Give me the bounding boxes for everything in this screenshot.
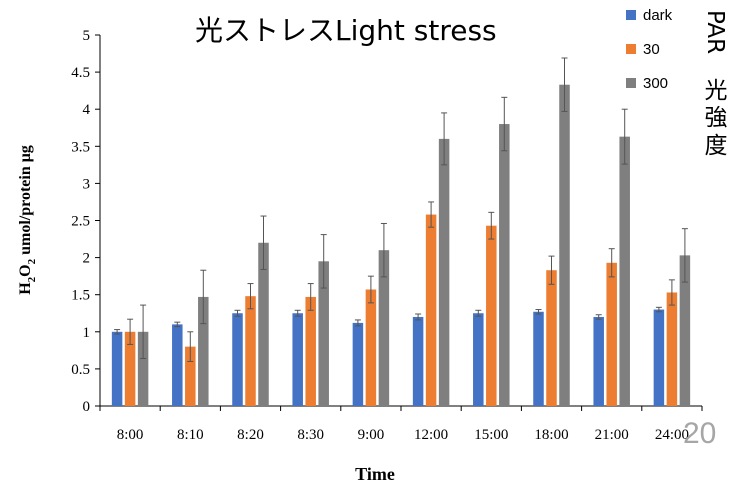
x-axis: 8:00 8:10 8:20 8:30 9:00 12:00 15:00 18:00 21:00… [99, 405, 703, 443]
x-tick-label: 8:20 [237, 427, 264, 443]
bar-dark [533, 311, 544, 406]
error-bars [114, 57, 688, 362]
x-tick-label: 12:00 [414, 427, 448, 443]
legend-label-300: 300 [643, 75, 668, 92]
y-label-o: O [17, 264, 34, 276]
bar-300 [258, 242, 269, 406]
bar-300 [318, 261, 329, 406]
y-tick-label: 0.5 [71, 362, 90, 378]
x-tick-label: 21:00 [595, 427, 629, 443]
y-axis: 0 0.5 1 1.5 2 2.5 3 3.5 4 4.5 5 [71, 28, 101, 415]
x-tick-label: 9:00 [358, 427, 385, 443]
bar-300 [137, 331, 149, 406]
bar-30 [486, 225, 497, 406]
bar-300 [559, 84, 570, 407]
bar-30 [185, 346, 196, 406]
y-label-sub1: 2 [26, 276, 38, 282]
x-axis-label: Time [355, 464, 395, 483]
bar-dark [352, 322, 364, 406]
y-tick-label: 4.5 [71, 65, 90, 81]
x-tick-label: 8:30 [297, 427, 324, 443]
bar-300 [499, 124, 510, 406]
legend-label-dark: dark [643, 7, 673, 24]
y-tick-label: 3 [83, 176, 91, 192]
bar-30 [305, 296, 316, 406]
y-tick-label: 0 [83, 399, 91, 415]
side-char-2: 強 [705, 105, 728, 131]
y-tick-label: 1.5 [71, 288, 90, 304]
y-axis-label: H2O2 umol/protein μg [17, 145, 38, 295]
bar-dark [111, 331, 123, 406]
side-char-1: 光 [705, 78, 728, 104]
side-char-3: 度 [705, 133, 728, 159]
y-tick-label: 5 [83, 28, 91, 44]
bar-30 [606, 262, 617, 406]
bar-30 [546, 270, 557, 406]
y-tick-label: 4 [83, 102, 91, 118]
legend: dark 30 300 [626, 7, 673, 92]
bar-30 [124, 331, 136, 406]
legend-label-30: 30 [643, 41, 660, 58]
bar-dark [653, 309, 665, 406]
y-label-rest: umol/protein μg [17, 145, 34, 259]
bar-300 [378, 250, 390, 406]
bar-300 [619, 136, 630, 407]
par-label: PAR [702, 10, 728, 54]
y-label-h: H [17, 282, 34, 295]
bar-dark [292, 313, 303, 406]
x-tick-label: 8:10 [177, 427, 204, 443]
y-tick-label: 2.5 [71, 214, 90, 230]
legend-swatch-30 [626, 44, 636, 54]
bar-dark [232, 313, 243, 406]
bar-dark [473, 313, 484, 406]
chart-title: 光ストレスLight stress [195, 14, 497, 47]
bar-30 [666, 292, 678, 406]
y-tick-label: 3.5 [71, 139, 90, 155]
bar-30 [425, 214, 437, 406]
bar-30 [245, 296, 256, 406]
bar-30 [365, 289, 377, 406]
bar-300 [679, 255, 691, 406]
x-tick-label: 8:00 [117, 427, 144, 443]
bar-dark [593, 316, 604, 406]
bar-300 [198, 296, 209, 406]
x-tick-label: 18:00 [534, 427, 568, 443]
bar-300 [438, 138, 450, 406]
bar-dark [412, 316, 424, 406]
slide-number: 20 [683, 417, 716, 450]
bar-dark [172, 324, 183, 406]
legend-swatch-dark [626, 10, 636, 20]
legend-swatch-300 [626, 78, 636, 88]
y-tick-label: 2 [83, 251, 91, 267]
y-tick-label: 1 [83, 325, 91, 341]
bars [111, 84, 691, 407]
x-tick-label: 24:00 [655, 427, 689, 443]
y-label-sub2: 2 [26, 258, 38, 264]
x-tick-label: 15:00 [474, 427, 508, 443]
